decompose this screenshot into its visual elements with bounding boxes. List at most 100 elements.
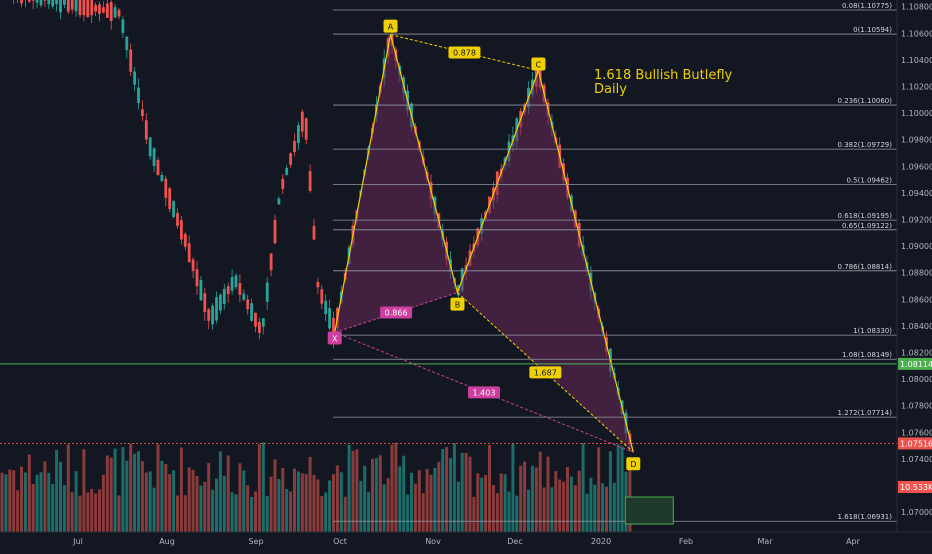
candle-body xyxy=(219,294,222,311)
x-tick-label: Nov xyxy=(425,537,441,546)
volume-bar xyxy=(90,488,94,532)
volume-bar xyxy=(300,473,304,532)
volume-bar xyxy=(608,451,612,532)
candle-body xyxy=(168,188,172,210)
point-label-b: B xyxy=(455,301,461,310)
annotation-timeframe: Daily xyxy=(594,82,627,97)
candle-body xyxy=(90,0,94,16)
volume-bar xyxy=(140,461,144,532)
volume-bar xyxy=(86,492,90,532)
volume-bars xyxy=(0,442,632,532)
volume-bar xyxy=(27,454,31,532)
volume-bar xyxy=(164,464,168,532)
candle-body xyxy=(277,198,281,205)
volume-bar xyxy=(82,449,86,532)
candle-body xyxy=(51,0,55,7)
point-label-box xyxy=(327,331,342,345)
pattern-labels: X A B C D 0.878 0.866 1.687 1.403 xyxy=(327,19,641,471)
candle-body xyxy=(332,318,335,341)
candle-body xyxy=(273,220,277,244)
volume-bar xyxy=(569,476,573,532)
volume-bar xyxy=(511,443,515,532)
candle-body xyxy=(148,137,152,157)
x-tick-label: Mar xyxy=(757,537,773,546)
volume-bar xyxy=(452,443,456,532)
ratio-box xyxy=(380,306,413,319)
volume-bar xyxy=(601,483,605,532)
target-box xyxy=(624,496,674,525)
volume-bar xyxy=(39,472,43,532)
fib-label: 0.08(1.10775) xyxy=(842,2,892,10)
volume-bar xyxy=(59,461,62,532)
volume-bar xyxy=(113,448,117,532)
candle-body xyxy=(199,280,203,301)
candle-body xyxy=(43,0,47,1)
volume-bar xyxy=(215,478,218,532)
volume-bar xyxy=(156,444,160,532)
volume-bar xyxy=(398,466,402,532)
volume-bar xyxy=(43,461,47,532)
volume-bar xyxy=(62,485,66,532)
volume-bar xyxy=(55,449,59,532)
candle-body xyxy=(125,36,129,51)
volume-bar xyxy=(562,481,566,532)
volume-bar xyxy=(605,486,608,532)
volume-bar xyxy=(242,470,246,532)
candle-body xyxy=(285,167,289,175)
volume-bar xyxy=(343,496,347,532)
volume-bar xyxy=(70,492,74,532)
candle-body xyxy=(265,282,269,302)
candle-body xyxy=(105,3,109,18)
volume-bar xyxy=(386,478,390,532)
candle-body xyxy=(308,170,312,191)
volume-bar xyxy=(597,447,601,532)
volume-bar xyxy=(320,496,324,532)
volume-bar xyxy=(261,442,265,532)
volume-tag-box xyxy=(898,481,932,493)
candle-body xyxy=(242,293,246,300)
y-tick-label: 1.10600 xyxy=(901,29,932,38)
candle-body xyxy=(98,4,101,14)
volume-bar xyxy=(476,473,480,532)
fib-label: 0.5(1.09462) xyxy=(846,177,892,185)
volume-bar xyxy=(449,458,452,532)
candle-body xyxy=(289,153,292,165)
candle-body xyxy=(20,0,23,4)
volume-bar xyxy=(402,455,406,532)
ratio-label: 0.878 xyxy=(453,49,476,58)
volume-bar xyxy=(616,444,620,532)
volume-bar xyxy=(468,456,472,532)
point-label-c: C xyxy=(536,60,542,69)
volume-bar xyxy=(207,462,211,532)
volume-bar xyxy=(394,442,398,532)
x-tick-label: Sep xyxy=(248,537,263,546)
fib-label: 0.65(1.09122) xyxy=(842,222,892,230)
volume-bar xyxy=(456,481,460,532)
volume-bar xyxy=(363,465,367,532)
candle-body xyxy=(133,71,136,85)
volume-bar xyxy=(589,477,593,532)
volume-bar xyxy=(281,467,285,532)
point-label-d: D xyxy=(630,460,636,469)
volume-bar xyxy=(47,472,51,532)
volume-bar xyxy=(152,487,156,532)
volume-bar xyxy=(581,443,585,532)
volume-bar xyxy=(324,492,328,532)
volume-bar xyxy=(374,458,378,532)
ratio-label: 1.403 xyxy=(473,388,496,397)
red-level-tag-label: 1.07516 xyxy=(900,439,932,448)
pattern-leg-cd xyxy=(537,70,634,453)
volume-bar xyxy=(523,461,527,532)
volume-bar xyxy=(234,494,238,532)
volume-bar xyxy=(304,473,308,532)
volume-bar xyxy=(172,470,176,532)
y-tick-label: 1.08800 xyxy=(901,269,932,278)
x-tick-label: Jul xyxy=(72,537,83,546)
x-tick-label: Feb xyxy=(679,537,693,546)
candle-body xyxy=(160,174,164,181)
volume-bar xyxy=(359,480,363,532)
volume-bar xyxy=(417,470,421,532)
volume-bar xyxy=(246,485,250,532)
